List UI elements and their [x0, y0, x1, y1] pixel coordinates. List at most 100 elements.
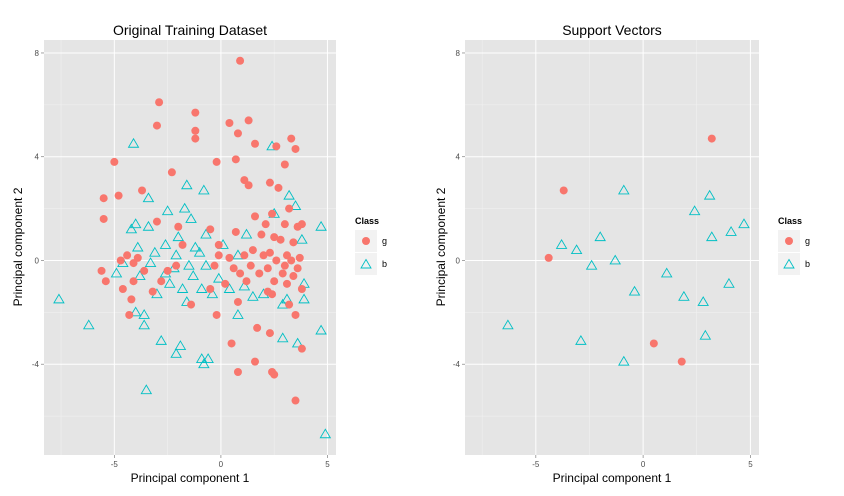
point-class-g	[289, 238, 298, 247]
chart-title: Original Training Dataset	[113, 22, 267, 38]
point-class-b	[170, 347, 182, 358]
x-tick-label: 0	[219, 460, 224, 469]
plot-panel	[465, 40, 759, 455]
point-class-g	[212, 157, 221, 166]
point-class-g	[191, 108, 200, 117]
point-class-g	[287, 256, 296, 265]
point-class-g	[265, 178, 274, 187]
x-tick-label: 5	[748, 460, 753, 469]
point-class-b	[181, 179, 193, 190]
point-class-g	[289, 272, 298, 281]
point-class-g	[291, 396, 300, 405]
legend: Class g b	[355, 216, 387, 275]
point-class-g	[268, 209, 277, 218]
point-class-b	[131, 241, 144, 252]
point-class-b	[82, 319, 95, 330]
point-class-b	[298, 293, 310, 304]
point-class-g	[707, 134, 716, 143]
point-class-g	[282, 279, 291, 288]
point-class-b	[502, 319, 514, 330]
point-class-g	[116, 256, 125, 265]
point-class-g	[172, 261, 181, 270]
point-class-g	[297, 220, 306, 229]
point-class-b	[159, 239, 172, 249]
point-class-g	[244, 116, 253, 125]
point-class-g	[210, 261, 219, 270]
point-class-b	[129, 306, 142, 317]
point-class-g	[127, 295, 136, 304]
point-class-g	[246, 261, 255, 270]
point-class-g	[270, 233, 279, 242]
point-class-g	[287, 134, 296, 143]
point-class-b	[291, 337, 304, 348]
point-class-b	[315, 324, 327, 335]
point-class-b	[319, 428, 332, 439]
point-class-g	[291, 144, 300, 153]
legend-label-b: b	[382, 259, 387, 269]
point-class-b	[195, 283, 208, 293]
point-class-g	[242, 277, 251, 286]
point-class-g	[206, 285, 215, 293]
legend-key-b	[783, 258, 795, 269]
chart-original-training: Original Training Dataset -5 0 5 -4 0 4 8 Prin…	[11, 22, 387, 485]
point-class-g	[206, 225, 215, 234]
legend-title: Class	[778, 216, 802, 226]
point-class-g	[280, 220, 289, 229]
point-class-b	[110, 267, 123, 278]
point-class-g	[155, 98, 164, 107]
point-class-g	[187, 300, 196, 309]
point-class-b	[149, 246, 161, 257]
point-class-b	[125, 223, 138, 234]
point-class-b	[176, 283, 189, 293]
point-class-g	[118, 285, 127, 293]
point-class-b	[697, 296, 709, 306]
point-class-b	[202, 353, 214, 363]
point-class-g	[544, 253, 553, 262]
point-class-g	[140, 266, 149, 275]
x-axis-label: Principal component 1	[553, 471, 672, 485]
point-class-g	[163, 266, 172, 275]
y-axis-label: Principal component 2	[434, 187, 448, 306]
point-class-b	[585, 259, 598, 270]
point-class-b	[161, 205, 174, 216]
point-class-b	[178, 202, 191, 213]
point-class-g	[225, 119, 234, 127]
y-tick-label: 0	[35, 256, 40, 265]
point-class-g	[295, 253, 304, 262]
point-class-g	[225, 253, 234, 262]
point-class-g	[261, 220, 270, 229]
point-class-g	[129, 259, 138, 268]
point-class-b	[723, 277, 735, 288]
legend-label-b: b	[805, 259, 810, 269]
point-class-b	[703, 189, 716, 200]
point-class-g	[152, 217, 161, 226]
point-class-g	[297, 285, 306, 293]
point-class-b	[144, 257, 157, 268]
point-class-g	[297, 344, 306, 353]
legend-key-g	[785, 237, 793, 245]
axis-ticks: -5 0 5 -4 0 4 8	[32, 49, 330, 469]
point-class-g	[212, 310, 221, 319]
point-class-b	[276, 332, 289, 343]
point-class-b	[138, 319, 150, 330]
point-class-b	[155, 334, 168, 345]
point-class-b	[232, 309, 244, 319]
point-class-g	[229, 264, 238, 273]
point-class-g	[227, 339, 236, 348]
point-class-b	[238, 280, 251, 291]
point-class-b	[206, 288, 219, 299]
point-class-b	[315, 220, 327, 231]
y-tick-label: 4	[35, 153, 40, 162]
data-points	[53, 56, 332, 439]
point-class-b	[200, 259, 212, 270]
point-class-g	[263, 264, 272, 273]
point-class-g	[278, 269, 287, 278]
point-class-g	[152, 121, 161, 130]
point-class-b	[129, 218, 142, 229]
point-class-b	[200, 228, 212, 239]
y-tick-label: -4	[453, 360, 461, 369]
point-class-b	[289, 200, 302, 210]
point-class-b	[142, 192, 155, 203]
point-class-b	[187, 270, 199, 280]
point-class-b	[296, 233, 308, 244]
